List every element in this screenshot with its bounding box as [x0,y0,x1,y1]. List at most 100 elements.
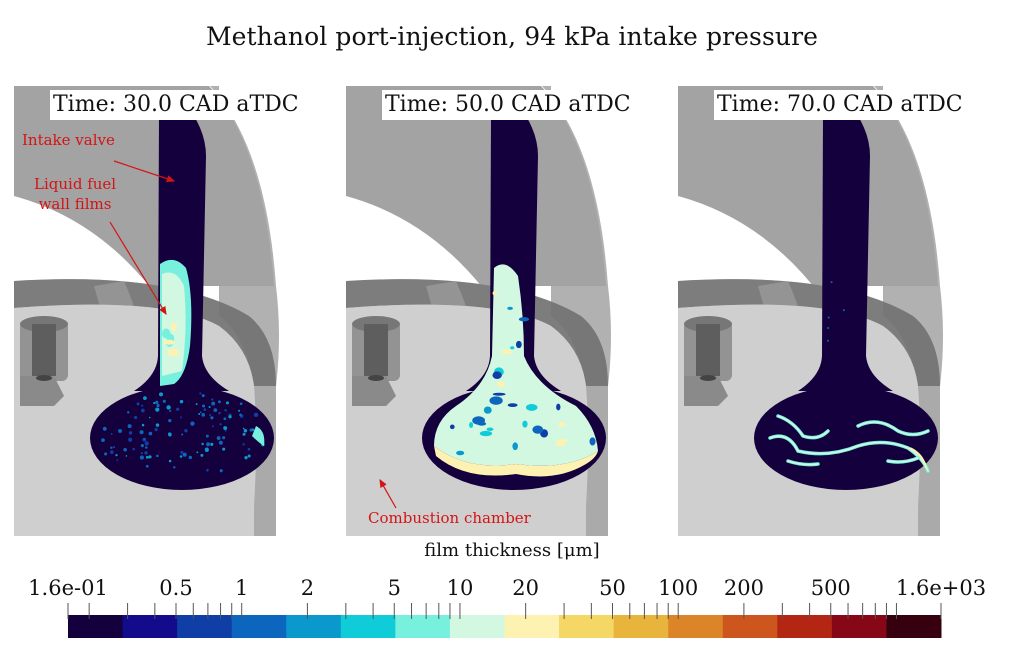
film-spread-core [434,264,598,466]
film-droplet [242,427,245,430]
film-droplet [113,446,116,448]
film-droplet [224,408,227,412]
film-droplet [140,443,144,448]
valve-head [90,386,274,490]
film-droplet [244,455,248,460]
film-blob [486,427,494,432]
film-blob [492,371,502,380]
film-droplet [145,455,149,459]
film-droplet [218,411,221,415]
film-droplet [148,455,152,459]
film-droplet [179,455,183,458]
film-droplet [101,438,105,443]
panel-70cad: Time: 70.0 CAD aTDC [678,86,1008,536]
film-droplet [247,454,251,458]
colorbar-swatch [68,615,124,638]
injector-tip [20,376,64,406]
colorbar-swatch [504,615,560,638]
film-blob [507,306,513,310]
film-droplet [218,440,223,445]
film-droplet [206,442,211,447]
film-droplet [102,426,107,431]
figure-title: Methanol port-injection, 94 kPa intake p… [205,22,819,51]
colorbar-swatch [286,615,342,638]
film-droplet [168,459,172,463]
film-droplet [206,468,209,472]
film-droplet [133,415,138,420]
film-droplet [141,404,144,407]
annotation-liquid-fuel-wall-films: Liquid fuel wall films [34,174,116,214]
film-droplet [202,404,206,408]
film-droplet [243,429,248,433]
film-blob [507,403,518,408]
film-blob [492,392,506,396]
film-droplet [140,452,143,455]
injector-component [684,316,732,406]
film-droplet [155,407,160,412]
colorbar-swatch [559,615,615,638]
film-droplet [181,433,184,436]
film-droplet [196,451,199,454]
film-droplet [125,455,128,457]
film-droplet [225,401,229,405]
film-droplet [180,450,184,454]
film-droplet [203,408,207,412]
film-blob [532,425,544,434]
injector-nozzle [36,375,52,381]
film-droplet [201,442,204,446]
film-droplet [155,400,159,405]
colorbar-tick-label: 200 [724,576,764,600]
valve-stem [466,116,561,391]
colorbar-tick-label: 5 [388,576,401,600]
colorbar-tick-label: 500 [811,576,851,600]
injector-core [364,324,388,376]
film-droplet [139,430,144,435]
film-droplet [195,403,198,406]
film-droplet [239,402,243,406]
film-droplet [827,326,830,329]
film-droplet [173,466,176,469]
film-droplet [222,447,226,451]
film-droplet [184,429,188,433]
film-droplet [144,441,149,446]
film-droplet [127,411,130,414]
time-label: Time: 30.0 CAD aTDC [50,90,302,120]
film-droplet [104,452,108,456]
film-streak [252,426,265,446]
colorbar-tick-label: 20 [512,576,539,600]
colorbar-tick-label: 0.5 [159,576,192,600]
time-label: Time: 50.0 CAD aTDC [382,90,634,120]
cylinder-head-band [346,279,608,386]
film-droplet [118,429,121,432]
film-droplet [223,426,228,431]
film-droplet [155,423,160,427]
cylinder-head-band [678,279,940,386]
film-droplet [109,450,114,455]
cylinder-head-band [14,279,276,386]
valve-stem [134,116,229,391]
film-droplet [199,411,202,414]
film-blob [512,442,518,451]
film-droplet [166,405,171,410]
film-droplet [153,401,156,405]
injector-component [352,316,400,406]
film-blob [492,290,498,296]
arrow-wall-films [109,221,167,316]
injector-core [696,324,720,376]
film-droplet [198,412,201,415]
film-patch [167,348,180,357]
film-droplet [209,414,212,417]
colorbar-swatch [340,615,396,638]
film-droplet [115,453,118,457]
arrow-combustion-chamber [379,478,397,509]
film-patch [163,339,175,345]
film-droplet [148,416,151,419]
film-blob [518,317,530,322]
film-droplet [145,446,148,449]
film-droplet [238,409,241,412]
annotation-line: Liquid fuel [34,175,117,193]
colorbar-tick-label: 1.6e-01 [28,576,108,600]
annotation-combustion-chamber: Combustion chamber [368,509,531,527]
film-droplet [827,316,830,319]
film-droplet [168,418,172,423]
